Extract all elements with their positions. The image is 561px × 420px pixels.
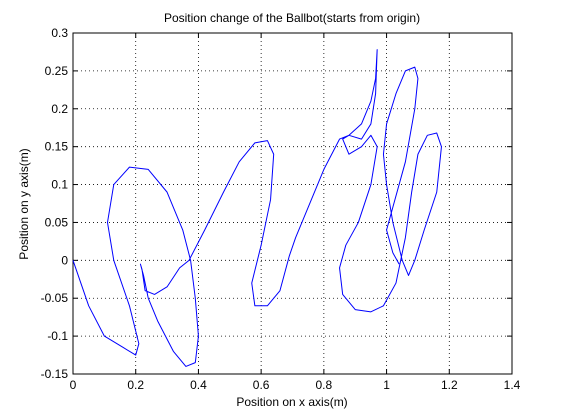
x-axis-label: Position on x axis(m) [236,395,347,409]
y-tick-label: 0.2 [51,102,68,116]
trajectory-line [72,49,442,367]
y-tick-label: 0 [61,253,68,267]
y-tick-label: -0.15 [41,367,69,381]
y-tick-label: 0.1 [51,178,68,192]
y-tick-label: -0.1 [47,329,68,343]
y-tick-label: 0.15 [45,140,69,154]
y-tick-label: -0.05 [41,291,69,305]
chart-title: Position change of the Ballbot(starts fr… [164,11,420,25]
x-tick-label: 0 [70,378,77,392]
y-tick-label: 0.25 [45,64,69,78]
y-axis-label: Position on y axis(m) [17,148,31,259]
x-tick-label: 1.4 [504,378,521,392]
y-tick-label: 0.3 [51,26,68,40]
x-tick-label: 0.8 [316,378,333,392]
y-tick-label: 0.05 [45,215,69,229]
x-tick-label: 1 [383,378,390,392]
x-tick-label: 1.2 [441,378,458,392]
x-tick-label: 0.6 [253,378,270,392]
x-tick-label: 0.2 [127,378,144,392]
plot-frame [72,32,513,375]
x-tick-label: 0.4 [190,378,207,392]
